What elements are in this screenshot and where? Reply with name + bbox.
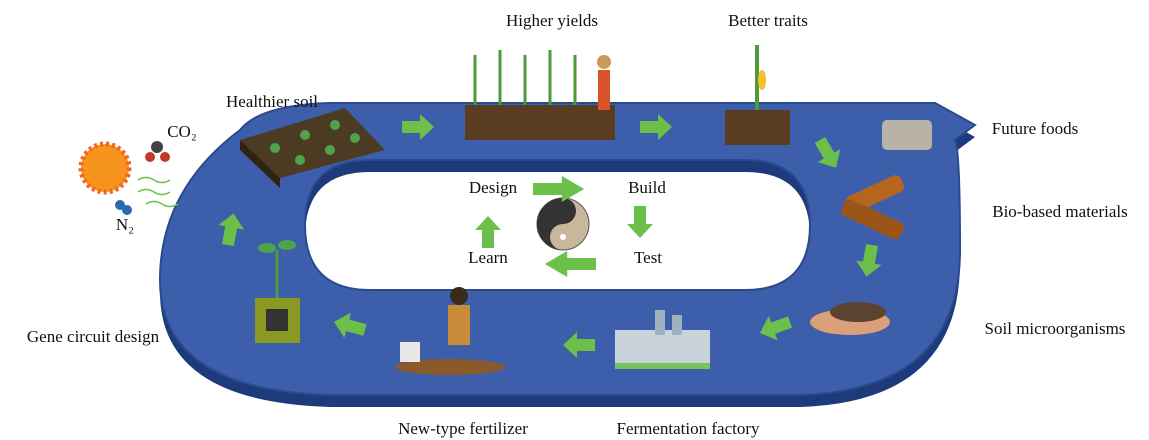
node-label: Soil microorganisms	[985, 319, 1126, 338]
node-label: Better traits	[728, 11, 808, 30]
molecule-label: CO₂	[167, 122, 197, 141]
node-label: Gene circuit design	[27, 327, 160, 346]
yin-yang	[537, 198, 589, 250]
crop-field	[465, 50, 615, 140]
cycle-label: Test	[634, 248, 662, 267]
cycle-label: Learn	[468, 248, 508, 267]
cycle-label: Design	[469, 178, 518, 197]
sun	[81, 141, 178, 215]
diagram: Higher yields Better traits Healthier so…	[0, 0, 1149, 440]
node-label: Bio-based materials	[992, 202, 1128, 221]
food-icon	[882, 120, 932, 150]
node-label: Higher yields	[506, 11, 598, 30]
node-label: Healthier soil	[226, 92, 318, 111]
cycle-label: Build	[628, 178, 666, 197]
node-label: New-type fertilizer	[398, 419, 528, 438]
node-label: Future foods	[992, 119, 1078, 138]
molecule-label: N₂	[116, 215, 134, 234]
corn-plant	[725, 45, 790, 145]
node-label: Fermentation factory	[616, 419, 760, 438]
